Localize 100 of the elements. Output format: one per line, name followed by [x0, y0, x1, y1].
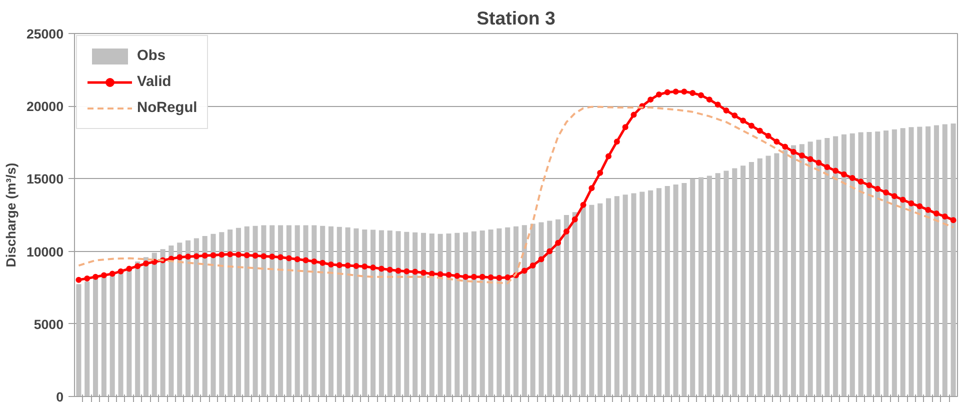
- bar: [420, 232, 426, 396]
- y-tick-label: 20000: [26, 99, 64, 114]
- bar: [336, 226, 342, 396]
- bar: [950, 124, 956, 396]
- bar: [387, 230, 392, 396]
- bar: [850, 133, 855, 396]
- bar: [858, 132, 864, 396]
- bar: [454, 232, 460, 396]
- bar: [740, 166, 746, 396]
- bar: [194, 238, 199, 396]
- y-tick-label: 15000: [26, 172, 64, 187]
- legend-label: NoRegul: [137, 100, 198, 116]
- bar: [614, 196, 620, 396]
- bar: [312, 225, 317, 396]
- bar: [908, 127, 914, 396]
- bar: [942, 124, 948, 396]
- bar: [244, 226, 250, 396]
- bar: [690, 178, 696, 396]
- bar: [622, 194, 628, 396]
- bar: [556, 219, 561, 396]
- bar: [530, 224, 536, 396]
- bar: [799, 144, 804, 396]
- chart-title: Station 3: [476, 8, 556, 28]
- bar: [841, 134, 846, 396]
- bar: [631, 193, 636, 396]
- bar: [396, 231, 401, 396]
- bar: [471, 231, 476, 396]
- bar: [883, 130, 889, 396]
- bar: [706, 176, 712, 396]
- bar: [202, 236, 208, 396]
- bar: [522, 225, 527, 396]
- bar: [572, 212, 578, 396]
- bar: [294, 225, 300, 396]
- bar: [236, 228, 242, 396]
- bar: [488, 230, 494, 396]
- bar: [766, 156, 771, 396]
- bar: [168, 245, 174, 396]
- bar: [640, 192, 645, 396]
- bar: [446, 233, 452, 396]
- bar: [505, 227, 510, 396]
- bar: [429, 233, 434, 396]
- bar: [252, 226, 258, 396]
- bar: [547, 220, 552, 396]
- bar: [328, 226, 334, 396]
- y-tick-label: 0: [56, 390, 64, 402]
- bar: [698, 177, 704, 396]
- bar: [412, 232, 418, 396]
- bar: [303, 225, 308, 396]
- bar: [926, 126, 931, 396]
- bar: [278, 225, 284, 396]
- bar: [362, 230, 368, 396]
- y-tick-label: 5000: [34, 316, 64, 332]
- bar: [648, 190, 654, 396]
- bar: [378, 230, 384, 396]
- y-tick-label: 25000: [26, 26, 64, 42]
- bar: [320, 226, 326, 396]
- bar: [538, 222, 544, 396]
- legend-label: Valid: [137, 74, 172, 90]
- bar: [715, 173, 720, 396]
- bar: [724, 170, 729, 396]
- bar: [160, 249, 166, 396]
- bar: [589, 204, 594, 396]
- bar: [513, 226, 519, 396]
- bar: [866, 132, 872, 396]
- bar: [480, 230, 485, 396]
- bar: [748, 162, 754, 396]
- bar: [228, 230, 233, 396]
- bar: [900, 128, 906, 396]
- bar: [875, 132, 880, 396]
- y-tick-label: 10000: [26, 244, 64, 260]
- bar: [824, 138, 830, 396]
- bar: [438, 234, 443, 396]
- bar: [757, 158, 762, 396]
- bar: [404, 232, 410, 396]
- bar: [270, 225, 275, 396]
- bar: [816, 140, 822, 396]
- bar: [370, 230, 376, 396]
- bar: [463, 232, 468, 396]
- bar: [682, 183, 687, 396]
- bar: [606, 198, 612, 396]
- bar: [833, 136, 838, 396]
- bar: [354, 228, 359, 396]
- bar: [143, 257, 149, 396]
- bar: [934, 125, 939, 396]
- bar: [598, 203, 603, 396]
- bar: [177, 242, 182, 396]
- bar: [774, 153, 780, 396]
- bar: [656, 188, 662, 396]
- bar: [345, 227, 350, 396]
- y-axis-title: Discharge (m³/s): [3, 162, 18, 268]
- bar: [790, 145, 796, 396]
- bar: [732, 168, 738, 396]
- bar: [892, 129, 897, 396]
- bar: [135, 261, 140, 396]
- bar: [917, 126, 922, 396]
- legend-label: Obs: [137, 48, 166, 64]
- bar: [286, 225, 292, 396]
- bar: [210, 234, 216, 396]
- bar: [664, 186, 670, 396]
- bar: [186, 240, 191, 396]
